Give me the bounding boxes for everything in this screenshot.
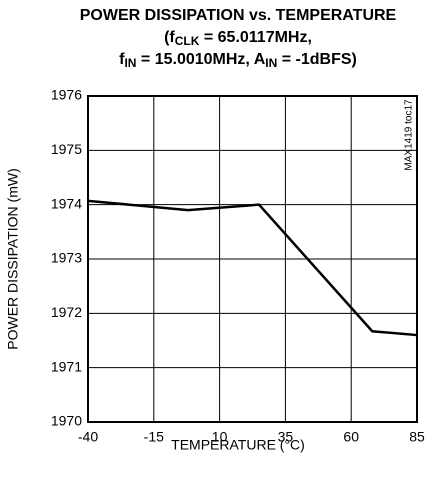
y-axis-label: POWER DISSIPATION (mW): [5, 168, 21, 349]
x-tick-label: 60: [343, 429, 359, 445]
title-subscript: IN: [124, 56, 136, 70]
y-tick-label: 1974: [51, 195, 82, 211]
x-tick-label: 10: [212, 429, 228, 445]
plot-frame: [87, 95, 418, 423]
y-tick-label: 1973: [51, 250, 82, 266]
y-tick-label: 1976: [51, 87, 82, 103]
title-text: = -1dBFS): [277, 51, 357, 68]
chart-title: fIN = 15.0010MHz, AIN = -1dBFS): [119, 51, 357, 70]
data-line: [87, 199, 418, 337]
y-tick-label: 1975: [51, 141, 82, 157]
title-text: = 15.0010MHz, A: [136, 51, 265, 68]
title-text: = 65.0117MHz,: [199, 29, 312, 46]
y-tick-label: 1972: [51, 304, 82, 320]
title-text: f: [119, 51, 125, 68]
x-tick-label: -15: [144, 429, 164, 445]
x-tick-label: 85: [409, 429, 425, 445]
title-text: (f: [164, 29, 175, 46]
title-subscript: CLK: [175, 34, 200, 48]
annotation: MAX1419 toc17: [404, 99, 415, 171]
y-tick-label: 1971: [51, 358, 82, 374]
x-tick-label: 35: [278, 429, 294, 445]
y-tick-label: 1970: [51, 413, 82, 429]
x-axis-label: TEMPERATURE (°C): [171, 437, 305, 453]
title-subscript: IN: [265, 56, 277, 70]
x-tick-label: -40: [78, 429, 98, 445]
chart-title: (fCLK = 65.0117MHz,: [164, 29, 312, 48]
chart-title: POWER DISSIPATION vs. TEMPERATURE: [80, 7, 397, 24]
